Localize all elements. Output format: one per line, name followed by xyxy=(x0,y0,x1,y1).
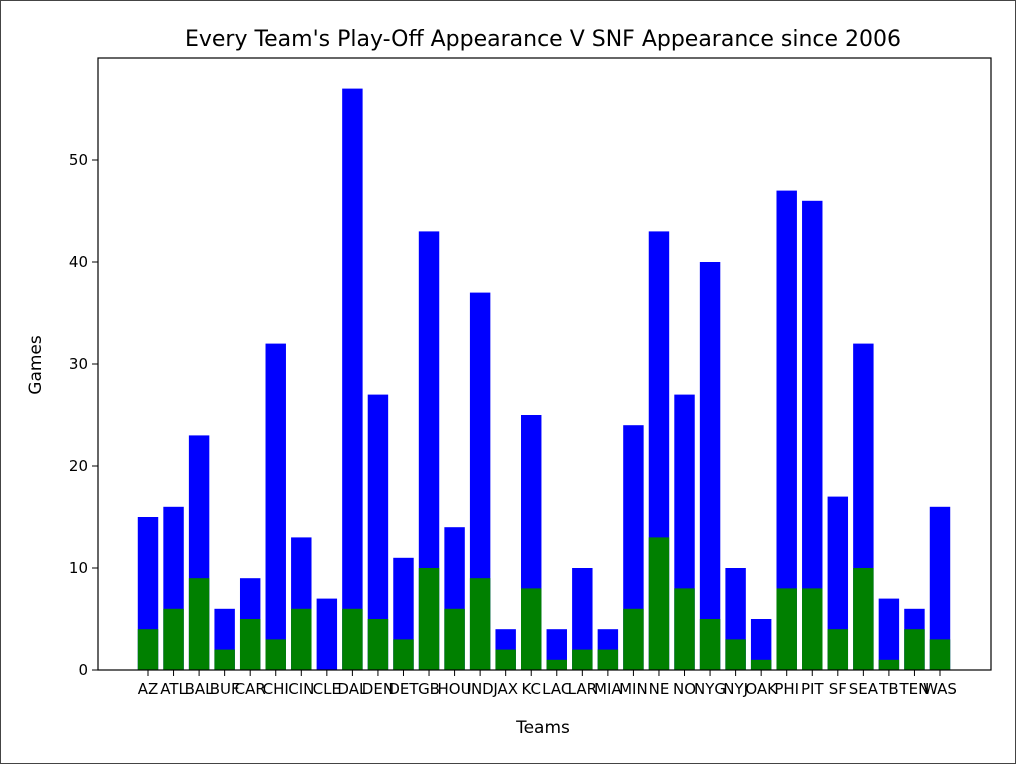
bar-series2-min xyxy=(623,608,644,670)
bar-series2-kc xyxy=(521,588,542,670)
x-tick-label-az: AZ xyxy=(138,680,159,698)
bar-series2-ne xyxy=(648,537,670,670)
bar-series1-lar xyxy=(572,568,593,670)
x-tick-label-car: CAR xyxy=(235,680,266,698)
bar-series1-ind xyxy=(469,292,491,670)
x-tick-label-atl: ATL xyxy=(160,680,187,698)
bar-series2-jax xyxy=(495,649,516,670)
x-tick-label-jax: JAX xyxy=(492,680,518,698)
x-tick-label-hou: HOU xyxy=(438,680,472,698)
bar-series1-nyg xyxy=(699,262,721,670)
bar-series2-no xyxy=(674,588,695,670)
bar-series2-cin xyxy=(291,608,312,670)
y-tick-label: 50 xyxy=(69,151,88,169)
bar-series2-phi xyxy=(776,588,797,670)
bar-series2-gb xyxy=(418,568,440,670)
x-tick-label-was: WAS xyxy=(923,680,957,698)
bar-series1-dal xyxy=(342,88,363,671)
x-tick-label-sea: SEA xyxy=(849,680,879,698)
x-tick-label-no: NO xyxy=(673,680,696,698)
x-tick-label-kc: KC xyxy=(521,680,541,698)
bar-series1-pit xyxy=(802,200,823,671)
bar-series2-ind xyxy=(469,578,491,670)
x-tick-label-pit: PIT xyxy=(801,680,824,698)
x-tick-label-ten: TEN xyxy=(899,680,930,698)
bar-series2-sf xyxy=(827,629,849,670)
y-tick-label: 40 xyxy=(69,253,88,271)
bar-series2-car xyxy=(239,619,261,670)
bar-series2-tb xyxy=(878,659,900,670)
bar-series2-az xyxy=(137,629,159,670)
bars-group xyxy=(137,88,951,671)
y-tick-label: 30 xyxy=(69,355,88,373)
x-tick-label-sf: SF xyxy=(829,680,847,698)
x-tick-label-gb: GB xyxy=(418,680,440,698)
x-tick-label-ne: NE xyxy=(649,680,670,698)
x-tick-label-min: MIN xyxy=(619,680,648,698)
bar-series2-nyj xyxy=(725,639,746,670)
bar-series1-cle xyxy=(316,598,338,670)
bar-series1-tb xyxy=(878,598,900,670)
bar-series2-mia xyxy=(597,649,619,670)
bar-series2-atl xyxy=(163,608,184,670)
bar-series2-lar xyxy=(572,649,593,670)
bar-series2-den xyxy=(367,619,389,670)
chart-title: Every Team's Play-Off Appearance V SNF A… xyxy=(185,27,901,52)
x-tick-label-lar: LAR xyxy=(568,680,597,698)
x-tick-label-nyj: NYJ xyxy=(723,680,748,698)
bar-series2-lac xyxy=(546,659,567,670)
bar-series1-phi xyxy=(776,190,797,670)
bar-series2-dal xyxy=(342,608,363,670)
bar-series2-chi xyxy=(265,639,286,670)
x-tick-label-den: DEN xyxy=(362,680,394,698)
x-tick-label-bal: BAL xyxy=(185,680,215,698)
y-tick-label: 20 xyxy=(69,457,88,475)
bar-series2-bal xyxy=(188,578,210,670)
bar-series1-oak xyxy=(750,619,772,670)
y-tick-label: 10 xyxy=(69,559,88,577)
x-tick-label-det: DET xyxy=(388,680,419,698)
x-tick-label-phi: PHI xyxy=(774,680,799,698)
bar-series2-nyg xyxy=(699,619,721,670)
bar-series1-was xyxy=(929,506,951,670)
x-tick-label-chi: CHI xyxy=(263,680,289,698)
x-tick-label-cle: CLE xyxy=(313,680,341,698)
bar-series2-sea xyxy=(853,568,874,670)
bar-series2-det xyxy=(393,639,414,670)
x-tick-label-cin: CIN xyxy=(288,680,314,698)
x-tick-label-tb: TB xyxy=(878,680,898,698)
x-tick-label-nyg: NYG xyxy=(694,680,726,698)
bar-series2-was xyxy=(929,639,951,670)
plot-area-frame xyxy=(97,57,992,671)
x-tick-label-ind: IND xyxy=(467,680,494,698)
x-tick-label-buf: BUF xyxy=(210,680,240,698)
bar-series2-ten xyxy=(904,629,925,670)
x-tick-label-oak: OAK xyxy=(745,680,778,698)
bar-series1-gb xyxy=(418,231,440,670)
bar-series2-hou xyxy=(444,608,465,670)
x-tick-label-mia: MIA xyxy=(594,680,622,698)
bar-series2-pit xyxy=(802,588,823,670)
bar-series2-oak xyxy=(750,659,772,670)
bar-series1-den xyxy=(367,394,389,670)
bar-series1-chi xyxy=(265,343,286,670)
bar-series1-sf xyxy=(827,496,849,670)
x-tick-label-dal: DAL xyxy=(337,680,368,698)
x-axis-label: Teams xyxy=(515,718,570,738)
bar-series2-buf xyxy=(214,649,235,670)
y-axis-ticks: 0 10 20 30 40 50 xyxy=(69,151,98,679)
y-tick-label: 0 xyxy=(78,661,88,679)
x-tick-label-lac: LAC xyxy=(542,680,571,698)
y-axis-label: Games xyxy=(26,335,46,395)
